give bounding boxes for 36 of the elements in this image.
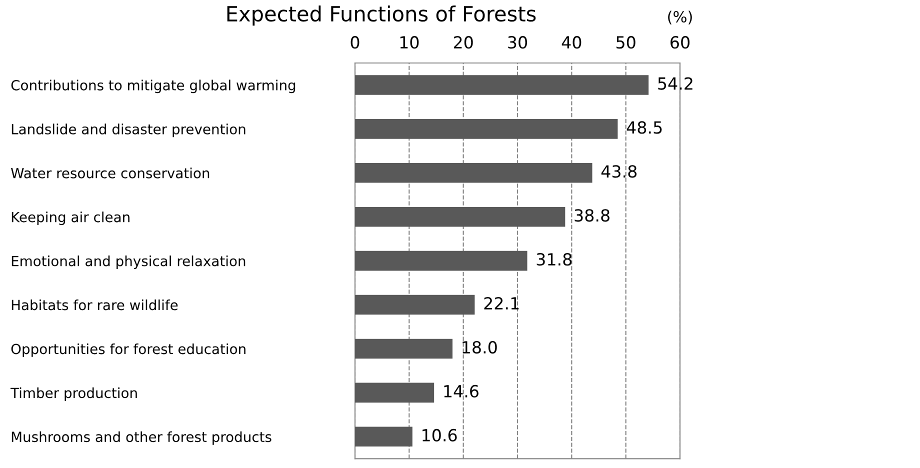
y-tick-label: Opportunities for forest education bbox=[11, 343, 246, 357]
data-label: 14.6 bbox=[444, 384, 478, 398]
text: (%) bbox=[668, 10, 692, 24]
y-tick-label: Keeping air clean bbox=[12, 212, 130, 226]
bar bbox=[355, 119, 618, 139]
y-tick-label: Mushrooms and other forest products bbox=[12, 431, 272, 445]
data-label: 54.2 bbox=[658, 77, 692, 90]
data-label: 18.0 bbox=[462, 340, 497, 354]
y-tick-label: Timber production bbox=[10, 387, 137, 401]
y-tick-label: Emotional and physical relaxation bbox=[12, 256, 246, 269]
data-label: 10.6 bbox=[422, 428, 457, 442]
x-tick-label: 60 bbox=[670, 36, 690, 49]
data-label: 38.8 bbox=[574, 209, 610, 222]
data-label: 22.1 bbox=[484, 297, 519, 310]
data-label: 31.8 bbox=[536, 253, 572, 266]
data-label: 48.5 bbox=[626, 121, 662, 134]
bar bbox=[355, 75, 649, 95]
x-tick-label: 0 bbox=[350, 36, 360, 49]
y-tick-label: Landslide and disaster prevention bbox=[12, 124, 246, 138]
bar bbox=[355, 382, 434, 403]
y-tick-label: Water resource conservation bbox=[11, 168, 210, 178]
chart-title: Expected Functions of Forests bbox=[227, 6, 536, 26]
x-tick-label: 10 bbox=[400, 36, 419, 49]
x-tick-label: 50 bbox=[616, 36, 636, 49]
bar bbox=[355, 206, 566, 227]
bar bbox=[355, 250, 528, 271]
y-tick-label: Habitats for rare wildlife bbox=[12, 300, 178, 310]
x-tick-label: 30 bbox=[508, 36, 527, 49]
y-tick-label: Contributions to mitigate global warming bbox=[11, 80, 296, 94]
x-tick-label: 20 bbox=[454, 36, 473, 49]
bar bbox=[355, 426, 412, 447]
bar bbox=[355, 294, 475, 315]
bar bbox=[355, 163, 592, 183]
data-label: 43.8 bbox=[601, 165, 637, 178]
x-tick-label: 40 bbox=[562, 36, 582, 49]
bar bbox=[355, 338, 452, 359]
